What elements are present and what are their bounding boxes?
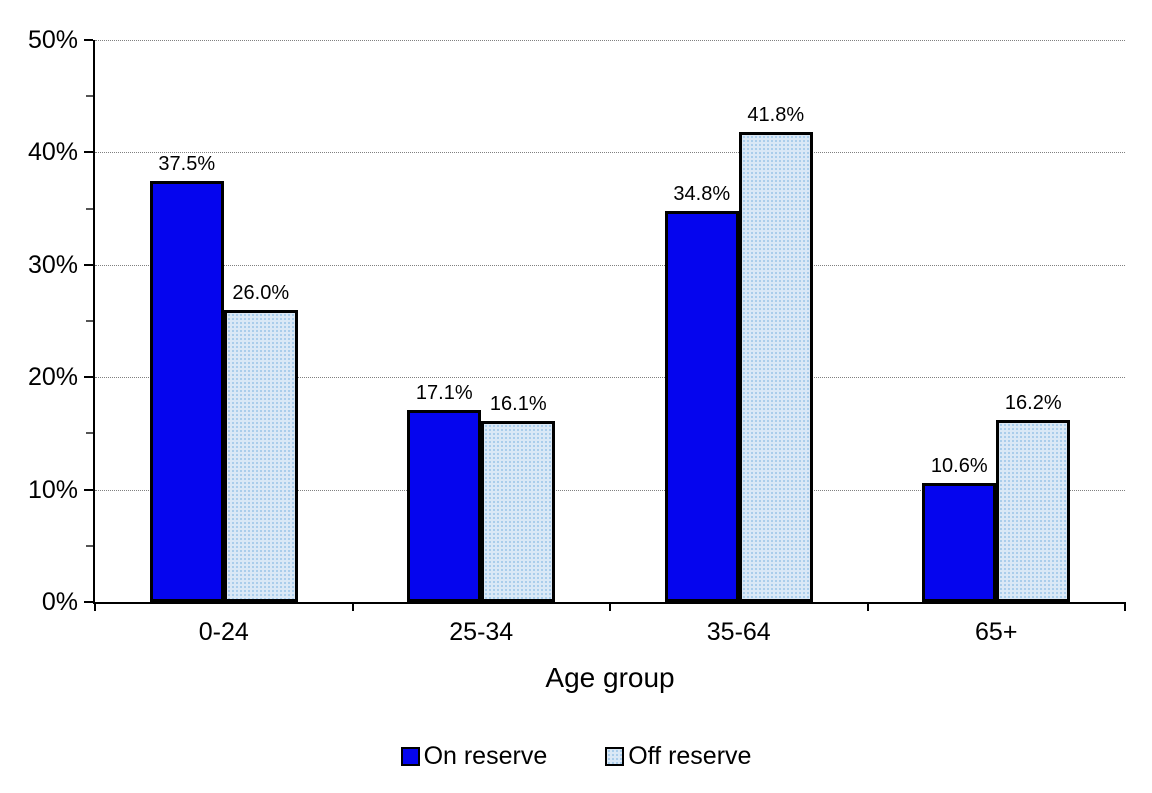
x-category-label-65: 65+ [975,618,1018,646]
bar-value-label-off-reserve-35-64: 41.8% [747,104,805,127]
x-axis-title: Age group [545,662,675,693]
x-category-label-0-24: 0-24 [198,618,249,646]
gridline-10pct [95,489,1125,491]
x-tick-1 [351,602,354,611]
y-tick-40pct [84,151,93,154]
y-tick-label-10pct: 10% [27,475,78,504]
bar-on-reserve-35-64 [664,210,739,602]
legend-item-off-reserve: Off reserve [605,742,751,771]
y-tick-label-30pct: 30% [27,250,78,279]
gridline-30pct [95,264,1125,266]
legend-label-on-reserve: On reserve [423,742,548,770]
bar-on-reserve-25-34 [407,409,482,602]
bar-value-label-off-reserve-25-34: 16.1% [489,393,547,416]
y-tick-label-40pct: 40% [27,138,78,167]
x-category-label-25-34: 25-34 [449,618,514,646]
y-tick-label-50pct: 50% [27,26,78,54]
legend-swatch-on-reserve [400,747,420,766]
y-tick-0pct [84,601,93,603]
y-minor-tick-5pct [86,544,93,547]
bar-off-reserve-0-24 [223,309,298,602]
y-axis-line [93,40,95,602]
legend-swatch-off-reserve [605,747,625,766]
gridline-50pct [95,40,1125,41]
plot-area: 0% 10% 20% 30% 40% 50% 0-24 25-34 35-64 65+ 37.5% 1… [28,26,1126,646]
x-category-label-35-64: 35-64 [706,618,771,646]
y-tick-50pct [84,39,93,41]
y-minor-tick-15pct [86,432,93,435]
x-tick-0 [94,602,96,611]
bar-on-reserve-65 [922,482,997,602]
bar-off-reserve-25-34 [481,421,556,602]
bar-value-label-on-reserve-25-34: 17.1% [415,381,473,404]
legend: On reserve Off reserve [0,742,1152,771]
x-tick-3 [866,602,869,611]
bar-value-label-off-reserve-65: 16.2% [1004,391,1062,414]
bar-off-reserve-65 [996,419,1071,602]
bar-value-label-on-reserve-0-24: 37.5% [158,152,216,175]
gridline-40pct [95,152,1125,154]
bar-off-reserve-35-64 [738,132,813,602]
y-minor-tick-25pct [86,320,93,322]
y-minor-tick-35pct [86,207,93,210]
y-tick-label-0pct: 0% [41,588,78,616]
x-tick-2 [609,602,611,611]
y-tick-30pct [84,263,93,266]
x-tick-4 [1124,602,1126,611]
legend-item-on-reserve: On reserve [400,742,548,771]
y-tick-10pct [84,488,93,491]
bar-value-label-on-reserve-65: 10.6% [930,454,988,477]
y-tick-20pct [84,376,93,379]
y-tick-label-20pct: 20% [27,363,78,392]
bar-on-reserve-0-24 [149,180,224,602]
bar-value-label-off-reserve-0-24: 26.0% [232,281,290,304]
gridline-20pct [95,377,1125,379]
bar-value-label-on-reserve-35-64: 34.8% [673,182,731,205]
y-minor-tick-45pct [86,95,93,98]
legend-label-off-reserve: Off reserve [628,742,752,770]
